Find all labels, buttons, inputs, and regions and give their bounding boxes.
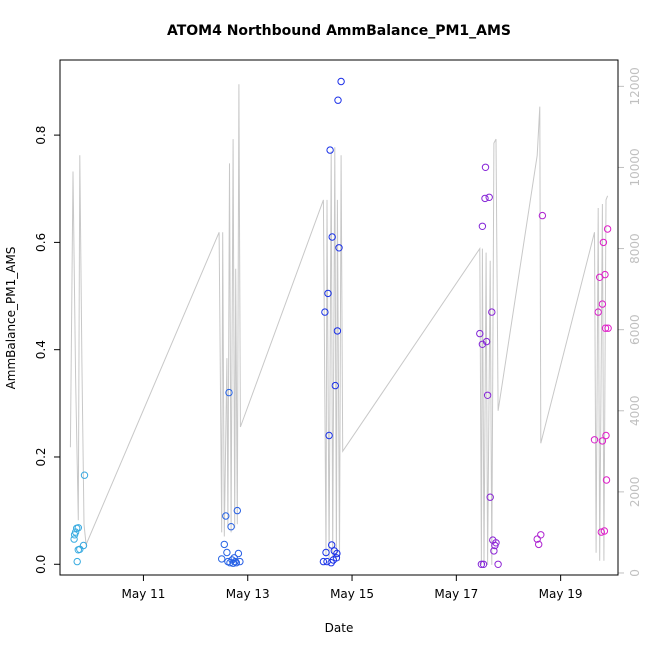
data-point	[598, 300, 607, 308]
data-point	[486, 493, 494, 501]
data-point	[223, 548, 231, 557]
plot-frame	[59, 59, 619, 576]
data-point	[330, 547, 338, 555]
data-point	[333, 327, 342, 335]
y-axis-label: AmmBalance_PM1_AMS	[4, 247, 18, 390]
secondary-series-line	[69, 84, 609, 565]
data-point	[222, 512, 230, 520]
data-point	[537, 531, 545, 539]
y-tick-label: 0.8	[34, 126, 48, 145]
data-point	[482, 337, 491, 346]
data-point	[481, 163, 490, 172]
x-axis-label: Date	[325, 621, 354, 635]
data-point	[476, 329, 484, 338]
data-point	[335, 244, 343, 252]
data-point	[227, 523, 235, 531]
data-point	[538, 211, 547, 220]
data-point	[603, 225, 612, 233]
data-point	[319, 557, 328, 566]
data-point	[485, 193, 493, 202]
data-point	[234, 549, 243, 558]
data-point	[479, 560, 488, 568]
points-layer	[70, 77, 612, 568]
y2-tick-label: 12000	[628, 67, 642, 105]
data-point	[594, 308, 602, 316]
data-point	[328, 541, 336, 549]
y2-tick-label: 6000	[628, 314, 642, 345]
data-point	[225, 388, 233, 397]
data-point	[231, 557, 239, 566]
data-point	[76, 545, 84, 553]
x-tick-label: May 11	[121, 587, 165, 601]
data-point	[79, 541, 88, 550]
data-point	[236, 557, 244, 566]
data-point	[598, 437, 607, 445]
data-point	[535, 540, 543, 549]
data-point	[331, 381, 339, 390]
data-point	[326, 146, 334, 154]
data-point	[601, 270, 609, 279]
data-point	[602, 476, 611, 484]
axes-layer: May 11 May 13 May 15 May 17 May 19 0.0 0.2 0.4 0…	[34, 67, 642, 601]
data-point	[73, 557, 81, 566]
y2-tick-label: 8000	[628, 233, 642, 264]
data-point	[324, 289, 332, 298]
data-point	[218, 555, 226, 563]
data-point	[321, 308, 329, 316]
x-tick-label: May 17	[434, 587, 478, 601]
data-point	[337, 77, 345, 86]
data-point	[80, 471, 89, 479]
x-tick-label: May 15	[330, 587, 374, 601]
data-point	[494, 560, 502, 568]
data-point	[483, 391, 492, 399]
y-tick-label: 0.4	[34, 340, 48, 359]
data-point	[488, 308, 496, 316]
y2-tick-label: 10000	[628, 148, 642, 186]
data-point	[233, 506, 242, 515]
data-point	[220, 540, 229, 549]
data-point	[533, 535, 541, 543]
data-point	[74, 524, 83, 532]
data-point	[602, 431, 610, 440]
data-point	[477, 560, 486, 568]
data-point	[70, 535, 78, 543]
data-point	[604, 324, 612, 332]
y2-tick-label: 0	[628, 569, 642, 577]
data-point	[599, 238, 608, 247]
data-point	[325, 431, 333, 440]
data-point	[481, 194, 489, 203]
y-tick-label: 0.0	[34, 555, 48, 574]
data-point	[601, 324, 610, 332]
y2-tick-label: 4000	[628, 395, 642, 426]
data-point	[490, 547, 498, 555]
data-point	[70, 531, 79, 539]
data-point	[328, 233, 336, 241]
y-tick-label: 0.6	[34, 233, 48, 252]
x-tick-label: May 13	[226, 587, 270, 601]
chart-title: ATOM4 Northbound AmmBalance_PM1_AMS	[167, 23, 511, 39]
y2-tick-label: 2000	[628, 477, 642, 508]
data-point	[600, 527, 609, 535]
data-point	[597, 528, 605, 536]
data-point	[322, 548, 330, 557]
data-point	[478, 222, 487, 231]
data-point	[230, 554, 238, 562]
data-point	[332, 554, 341, 562]
data-point	[229, 559, 237, 567]
data-point	[492, 539, 500, 547]
y-tick-label: 0.2	[34, 447, 48, 466]
data-point	[232, 559, 241, 567]
secondary-line-layer	[69, 84, 609, 565]
data-point	[334, 96, 342, 104]
data-point	[590, 436, 599, 444]
data-point	[333, 549, 341, 558]
x-tick-label: May 19	[539, 587, 583, 601]
